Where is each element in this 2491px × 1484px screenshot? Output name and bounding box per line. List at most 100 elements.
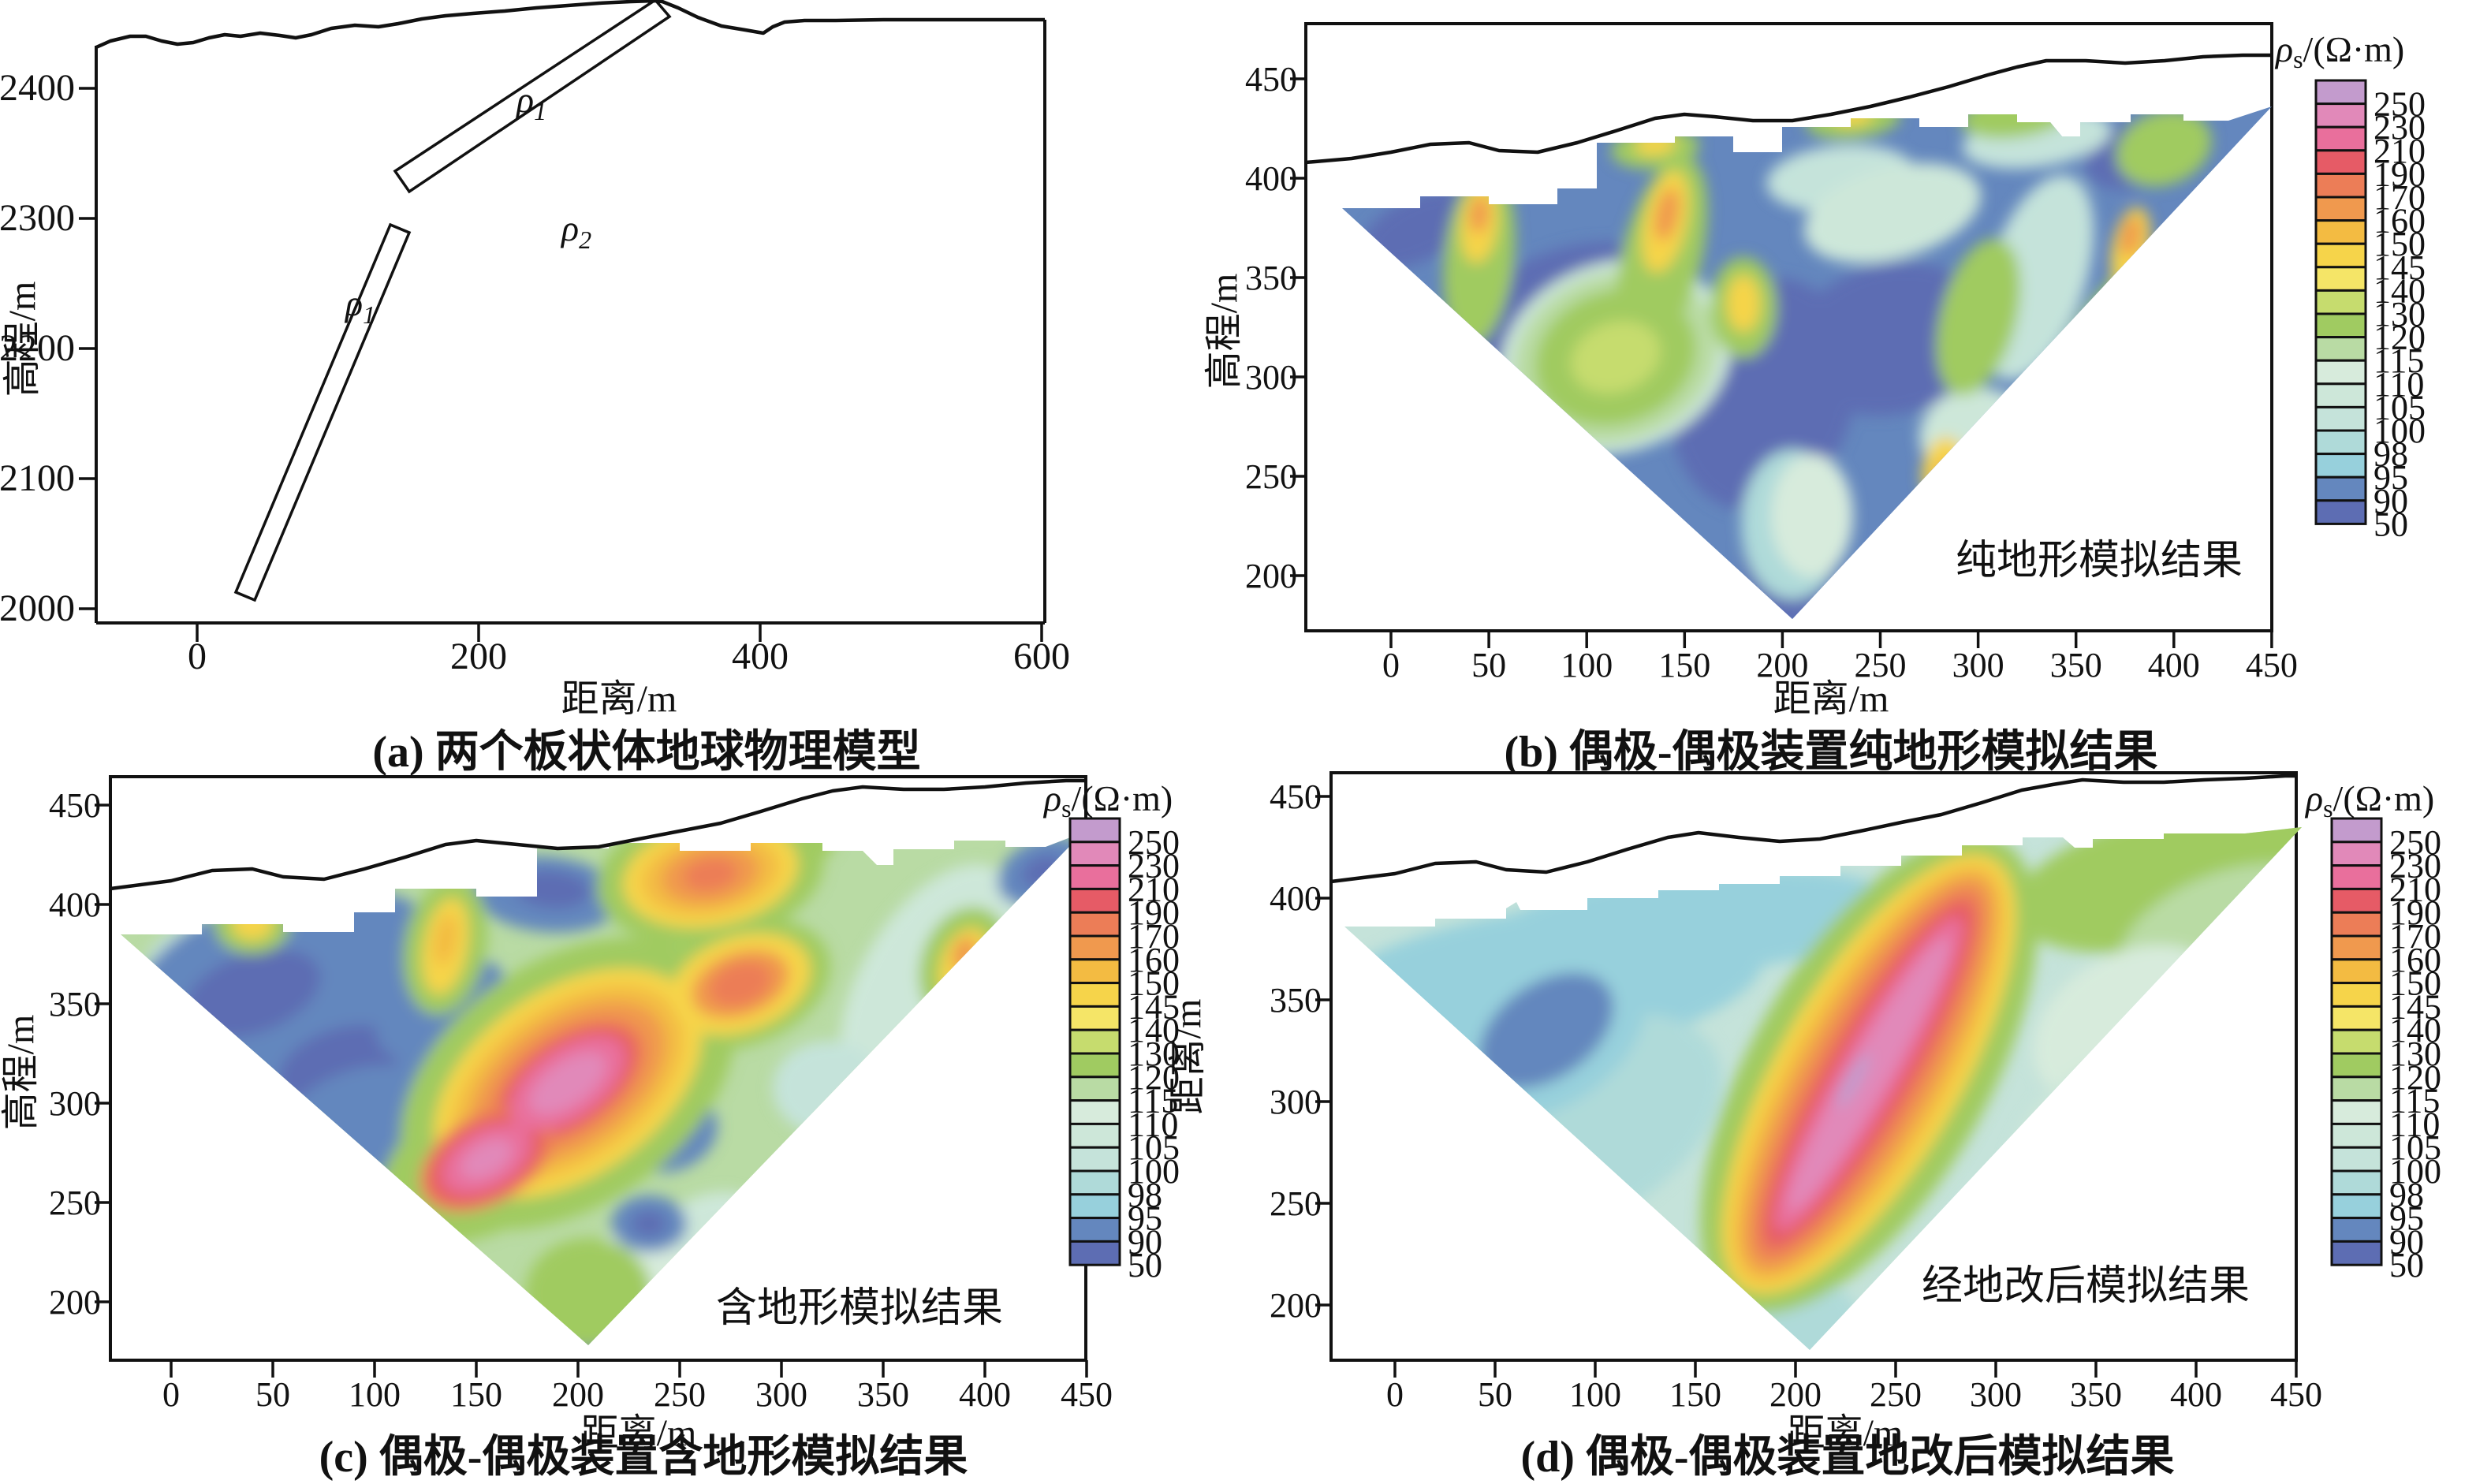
tick-label: 350 [2070, 1375, 2122, 1414]
colorbar-label: 120 [2374, 319, 2426, 357]
contour-anomaly-blob [1469, 196, 1490, 233]
contour-anomaly-blob [529, 1053, 606, 1114]
colorbar-cell [1068, 1052, 1121, 1079]
colorbar-cell [1068, 864, 1121, 890]
contour-anomaly-blob [1936, 238, 2021, 396]
colorbar-label: 210 [1128, 870, 1180, 908]
panel-a-terrain-line [95, 0, 1045, 50]
colorbar-cell [1068, 1146, 1121, 1173]
tick-label: 100 [349, 1375, 401, 1414]
colorbar-label: 190 [2389, 893, 2441, 932]
colorbar-label: 50 [2389, 1246, 2424, 1285]
colorbar-cell [1068, 1122, 1121, 1149]
contour-anomaly-blob [710, 961, 771, 1007]
tick-label: 200 [1756, 646, 1808, 684]
colorbar-label: 190 [1128, 893, 1180, 932]
colorbar-label: 160 [1128, 941, 1180, 979]
colorbar-cell [2330, 1169, 2383, 1196]
panel-b-y-ticks: 450 400 350 300 250 200 [1245, 60, 1306, 595]
colorbar-cell [2330, 1005, 2383, 1031]
colorbar-label: 145 [1128, 987, 1180, 1026]
contour-anomaly-blob [1727, 275, 1760, 332]
colorbar-cell [2314, 312, 2367, 339]
colorbar-cell [2330, 1028, 2383, 1055]
colorbar-label: 160 [2374, 202, 2426, 240]
colorbar-label: 150 [2389, 964, 2441, 1003]
tick-label: 250 [1245, 457, 1297, 496]
colorbar-cell [2314, 172, 2367, 199]
contour-anomaly-blob [1571, 321, 1661, 393]
panel-b-contour-anomaly-blobs [1360, 106, 2212, 619]
contour-anomaly-blob [2116, 110, 2212, 187]
colorbar-cell [2330, 1146, 2383, 1173]
colorbar-label: 100 [1128, 1152, 1180, 1191]
tick-label: 2300 [0, 197, 75, 239]
colorbar-label: 120 [1128, 1058, 1180, 1097]
colorbar-label: 95 [2374, 458, 2408, 497]
tick-label: 450 [1270, 777, 1322, 816]
contour-anomaly-blob [461, 1139, 513, 1179]
panel-b-terrain-line [1305, 53, 2272, 165]
panel-a-caption: (a) 两个板状体地球物理模型 [372, 728, 920, 777]
tick-label: 300 [1245, 358, 1297, 397]
colorbar-label: 170 [2374, 178, 2426, 217]
tick-label: 400 [1270, 879, 1322, 918]
colorbar-cell [2330, 958, 2383, 985]
colorbar-cell [2314, 266, 2367, 292]
colorbar-cell [2314, 125, 2367, 152]
contour-anomaly-blob [632, 1211, 666, 1236]
tick-label: 450 [1245, 60, 1297, 99]
label-rho1-lower: ρ1 [344, 283, 375, 329]
colorbar-label: 100 [2389, 1152, 2441, 1191]
colorbar-label: 130 [1128, 1035, 1180, 1073]
colorbar-label: 130 [2389, 1035, 2441, 1073]
colorbar-cell [1068, 841, 1121, 867]
tick-label: 350 [1245, 259, 1297, 297]
colorbar-cell [1068, 887, 1121, 914]
panel-a-y-axis-title: 高程/m [2, 282, 43, 397]
colorbar-label: 150 [1128, 964, 1180, 1003]
colorbar-cell [2330, 934, 2383, 961]
panel-b-x-ticks: 0 50 100 150 200 250 300 350 400 450 [1382, 631, 2298, 684]
tick-label: 150 [450, 1375, 502, 1414]
colorbar-cell [2314, 242, 2367, 269]
tick-label: 250 [654, 1375, 706, 1414]
panel-d-caption: (d) 偶极-偶极装置地改后模拟结果 [1520, 1433, 2174, 1482]
colorbar-label: 98 [1128, 1176, 1162, 1214]
tick-label: 400 [732, 636, 789, 677]
contour-anomaly-blob [184, 949, 321, 1038]
colorbar-label: 145 [2374, 248, 2426, 287]
colorbar-cell [2314, 405, 2367, 432]
colorbar-cell [1068, 1217, 1121, 1243]
colorbar-label: 230 [1128, 847, 1180, 886]
tick-label: 200 [1769, 1375, 1822, 1414]
panel-d-annotation: 经地改后模拟结果 [1922, 1264, 2250, 1309]
tick-label: 200 [450, 636, 507, 677]
colorbar-label: 190 [2374, 155, 2426, 193]
tick-label: 100 [1569, 1375, 1621, 1414]
tick-label: 2100 [0, 457, 75, 499]
upper-plate-rho1 [393, 0, 672, 194]
panel-c-terrain-line [110, 778, 1086, 891]
tick-label: 400 [1245, 159, 1297, 198]
panel-d-colorbar: 2502302101901701601501451401301201151101… [2330, 817, 2441, 1285]
contour-anomaly-blob [1788, 937, 1950, 1211]
tick-label: 0 [162, 1375, 180, 1414]
colorbar-label: 140 [2389, 1011, 2441, 1050]
tick-label: 0 [1382, 646, 1400, 684]
colorbar-label: 170 [2389, 917, 2441, 956]
panel-b-y-axis-title: 高程/m [1203, 274, 1245, 390]
panel-c-y-ticks: 450 400 350 300 250 200 [49, 786, 110, 1322]
colorbar-label: 50 [2374, 505, 2408, 543]
colorbar-label: 160 [2389, 941, 2441, 979]
colorbar-label: 230 [2389, 847, 2441, 886]
panel-c-y-axis-title: 高程/m [0, 1015, 42, 1131]
tick-label: 50 [1478, 1375, 1512, 1414]
colorbar-cell [1068, 1099, 1121, 1125]
colorbar-cell [2314, 196, 2367, 222]
colorbar-label: 90 [2374, 482, 2408, 520]
colorbar-label: 95 [1128, 1199, 1162, 1238]
colorbar-cell [2330, 911, 2383, 938]
colorbar-cell [2330, 1240, 2383, 1266]
